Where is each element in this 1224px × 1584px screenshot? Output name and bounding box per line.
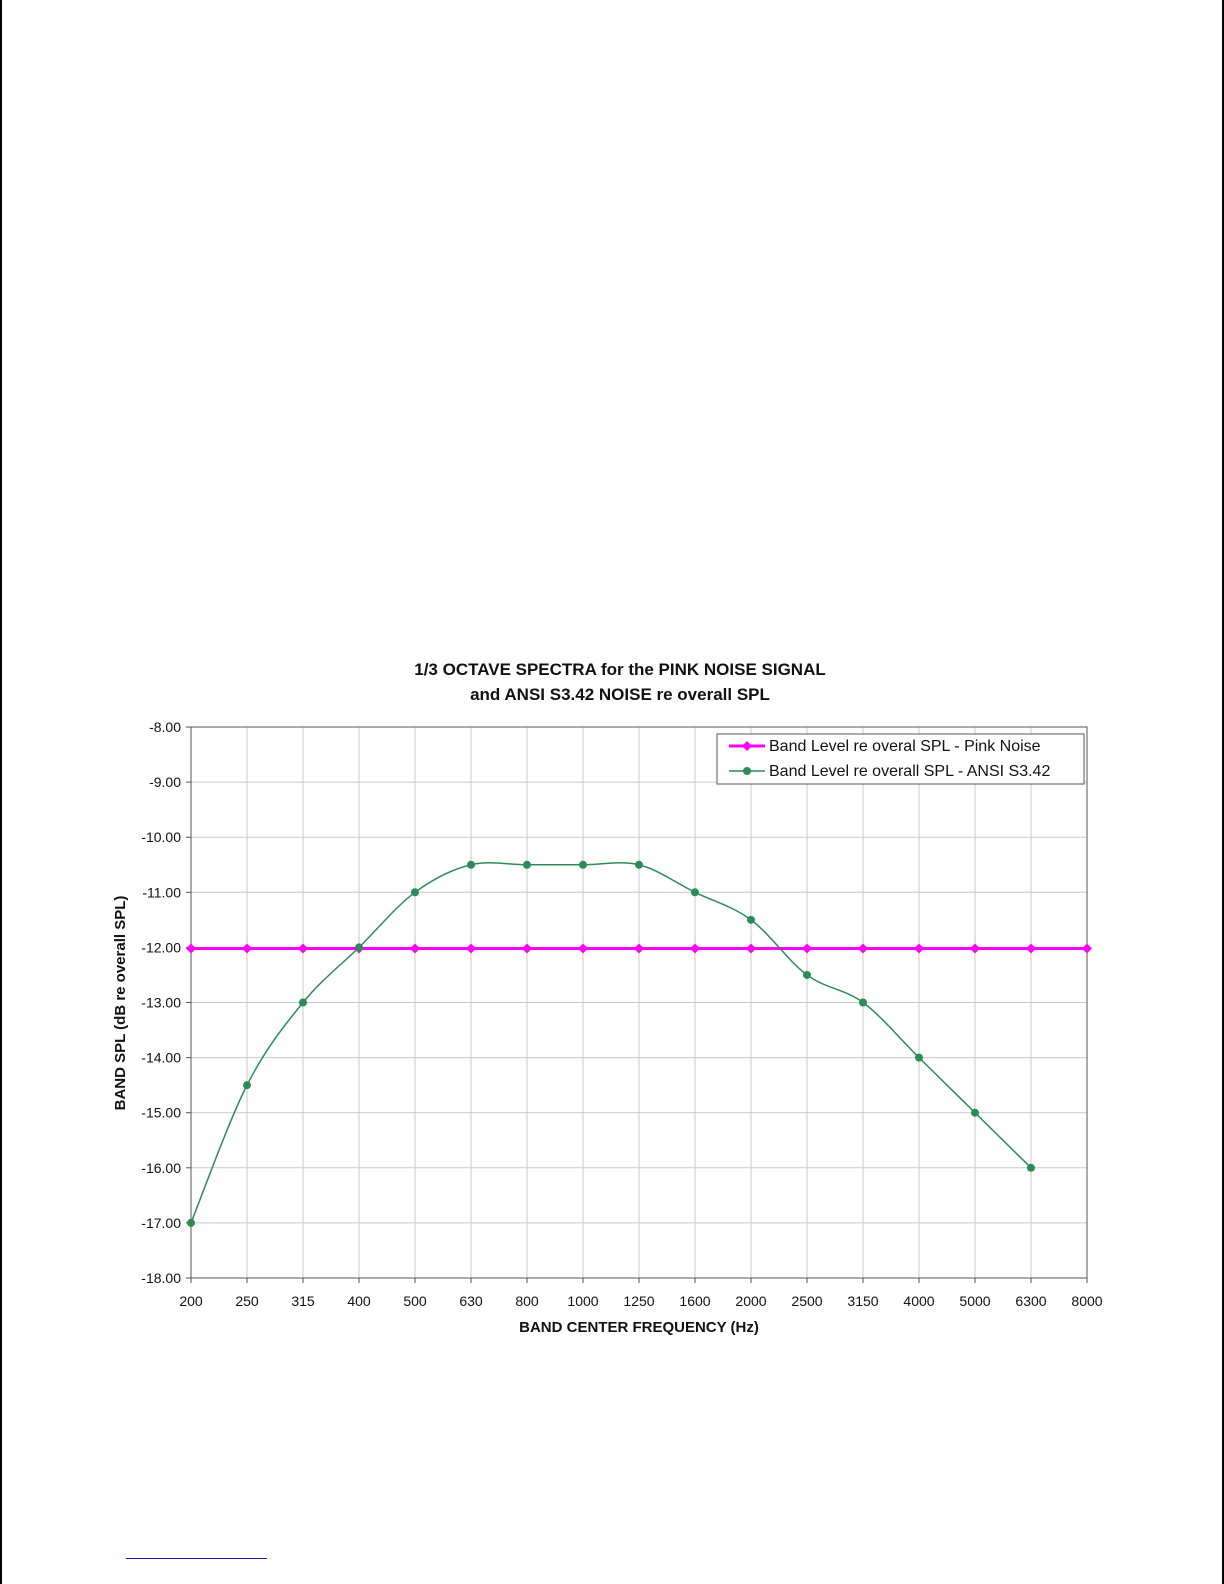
data-point-ansi-s342 bbox=[1027, 1163, 1035, 1172]
x-tick-label: 250 bbox=[235, 1293, 259, 1309]
y-tick-label: -17.00 bbox=[141, 1215, 181, 1231]
x-tick-label: 5000 bbox=[959, 1293, 990, 1309]
data-point-ansi-s342 bbox=[411, 888, 419, 897]
y-tick-label: -11.00 bbox=[142, 884, 181, 900]
series-layer bbox=[186, 860, 1092, 1227]
x-tick-label: 4000 bbox=[903, 1293, 934, 1309]
x-tick-label: 630 bbox=[459, 1293, 483, 1309]
series-line-ansi-s342 bbox=[190, 861, 1032, 1224]
legend-label: Band Level re overall SPL - ANSI S3.42 bbox=[769, 763, 1050, 780]
data-point-pink-noise bbox=[858, 943, 868, 954]
data-point-pink-noise bbox=[522, 943, 532, 954]
data-point-pink-noise bbox=[802, 943, 812, 954]
y-tick-label: -8.00 bbox=[149, 719, 181, 735]
x-tick-label: 1600 bbox=[679, 1293, 710, 1309]
y-tick-label: -15.00 bbox=[141, 1105, 181, 1121]
x-tick-label: 500 bbox=[403, 1293, 427, 1309]
data-point-pink-noise bbox=[634, 943, 644, 954]
series-pink-noise bbox=[186, 943, 1092, 954]
x-tick-label: 800 bbox=[515, 1293, 539, 1309]
x-tick-label: 6300 bbox=[1015, 1293, 1046, 1309]
legend-marker-circle bbox=[743, 767, 751, 775]
page-right-edge bbox=[1222, 0, 1224, 1584]
data-point-ansi-s342 bbox=[803, 970, 811, 979]
x-tick-label: 1250 bbox=[623, 1293, 654, 1309]
x-tick-label: 2500 bbox=[791, 1293, 822, 1309]
x-tick-label: 8000 bbox=[1071, 1293, 1102, 1309]
data-point-ansi-s342 bbox=[915, 1053, 923, 1062]
y-axis-label: BAND SPL (dB re overall SPL) bbox=[112, 896, 129, 1111]
data-point-ansi-s342 bbox=[747, 915, 755, 924]
data-point-pink-noise bbox=[746, 943, 756, 954]
y-tick-label: -18.00 bbox=[141, 1270, 181, 1286]
y-tick-label: -9.00 bbox=[149, 774, 181, 790]
y-tick-label: -14.00 bbox=[141, 1050, 181, 1066]
data-point-pink-noise bbox=[690, 943, 700, 954]
data-point-ansi-s342 bbox=[579, 860, 587, 869]
chart-legend: Band Level re overal SPL - Pink Noise Ban… bbox=[716, 733, 1085, 785]
legend-box bbox=[716, 733, 1085, 785]
series-ansi-s342 bbox=[187, 860, 1035, 1227]
x-axis-label: BAND CENTER FREQUENCY (Hz) bbox=[519, 1319, 759, 1336]
y-axis-ticks: -8.00 -9.00 -10.00 -11.00 -12.00 -13.00 -14.00… bbox=[141, 719, 191, 1286]
data-point-ansi-s342 bbox=[635, 860, 643, 869]
page-left-edge bbox=[0, 0, 2, 1584]
legend-marker-diamond bbox=[742, 741, 752, 751]
x-tick-label: 200 bbox=[179, 1293, 203, 1309]
footnote-separator bbox=[126, 1558, 267, 1559]
data-point-ansi-s342 bbox=[243, 1081, 251, 1090]
x-tick-label: 1000 bbox=[567, 1293, 598, 1309]
data-point-ansi-s342 bbox=[691, 888, 699, 897]
data-point-ansi-s342 bbox=[187, 1218, 195, 1227]
data-point-ansi-s342 bbox=[859, 998, 867, 1007]
line-chart: -8.00 -9.00 -10.00 -11.00 -12.00 -13.00 -14.00… bbox=[112, 719, 1103, 1336]
x-tick-label: 400 bbox=[347, 1293, 371, 1309]
chart-title-line-1: 1/3 OCTAVE SPECTRA for the PINK NOISE SI… bbox=[414, 660, 826, 679]
x-tick-label: 315 bbox=[291, 1293, 315, 1309]
legend-label: Band Level re overal SPL - Pink Noise bbox=[769, 738, 1041, 755]
x-axis-ticks: 200 250 315 400 500 630 800 1000 1250 1600 2000 250… bbox=[179, 1278, 1103, 1309]
data-point-pink-noise bbox=[466, 943, 476, 954]
data-point-pink-noise bbox=[186, 943, 196, 954]
data-point-ansi-s342 bbox=[355, 943, 363, 952]
data-point-pink-noise bbox=[578, 943, 588, 954]
data-point-pink-noise bbox=[298, 943, 308, 954]
y-tick-label: -10.00 bbox=[141, 829, 181, 845]
data-point-pink-noise bbox=[410, 943, 420, 954]
data-point-ansi-s342 bbox=[299, 998, 307, 1007]
data-point-ansi-s342 bbox=[523, 860, 531, 869]
data-point-ansi-s342 bbox=[971, 1108, 979, 1117]
y-tick-label: -13.00 bbox=[141, 995, 181, 1011]
data-point-ansi-s342 bbox=[467, 860, 475, 869]
data-point-pink-noise bbox=[242, 943, 252, 954]
x-tick-label: 2000 bbox=[735, 1293, 766, 1309]
chart-grid bbox=[190, 726, 1088, 1279]
x-tick-label: 3150 bbox=[847, 1293, 878, 1309]
data-point-pink-noise bbox=[1026, 943, 1036, 954]
y-tick-label: -16.00 bbox=[141, 1160, 181, 1176]
data-point-pink-noise bbox=[1082, 943, 1092, 954]
chart-title-line-2: and ANSI S3.42 NOISE re overall SPL bbox=[470, 685, 770, 704]
y-tick-label: -12.00 bbox=[141, 939, 181, 955]
data-point-pink-noise bbox=[914, 943, 924, 954]
data-point-pink-noise bbox=[970, 943, 980, 954]
